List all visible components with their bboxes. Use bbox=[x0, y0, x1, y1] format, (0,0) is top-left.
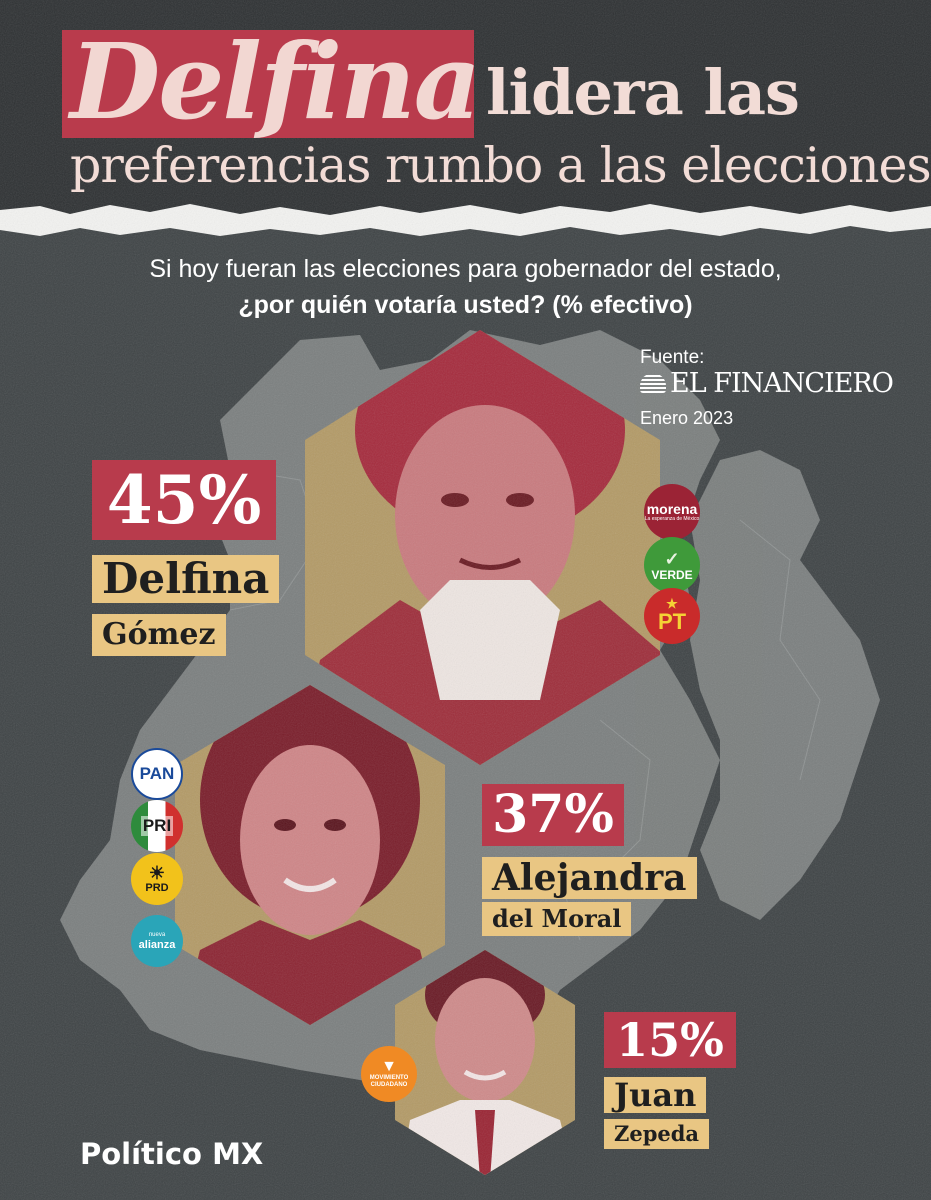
prd-logo: ☀ PRD bbox=[131, 853, 183, 905]
toucan-icon: ✓ bbox=[664, 548, 680, 569]
star-icon: ★ bbox=[666, 596, 678, 611]
movimiento-ciudadano-logo: ▼ MOVIMIENTO CIUDADANO bbox=[361, 1046, 417, 1102]
candidate-3-last-name: Zepeda bbox=[604, 1119, 710, 1149]
morena-logo-text: morena bbox=[646, 501, 698, 517]
globe-icon bbox=[640, 373, 666, 393]
candidate-1-last-name: Gómez bbox=[92, 614, 226, 656]
pan-logo: PAN bbox=[131, 748, 183, 800]
candidate-2-first-name: Alejandra bbox=[482, 857, 697, 899]
pan-logo-text: PAN bbox=[139, 764, 175, 783]
source-name-text: EL FINANCIERO bbox=[670, 368, 894, 399]
source-name: EL FINANCIERO bbox=[640, 368, 894, 399]
candidate-2-percent: 37% bbox=[482, 784, 624, 846]
footer-brand: Político MX bbox=[80, 1137, 264, 1171]
title-highlight: Delfina bbox=[70, 20, 481, 143]
eagle-icon: ▼ bbox=[381, 1058, 397, 1075]
pri-logo-text: PRI bbox=[140, 816, 174, 836]
nueva-alianza-top: nueva bbox=[148, 932, 166, 938]
nueva-alianza-text: alianza bbox=[138, 939, 176, 951]
morena-logo-sub: La esperanza de México bbox=[644, 516, 700, 522]
verde-logo-text: VERDE bbox=[651, 567, 693, 582]
source-date: Enero 2023 bbox=[640, 408, 734, 428]
title-line2: preferencias rumbo a las elecciones bbox=[70, 137, 931, 194]
title-highlight-box: Delfina bbox=[62, 20, 481, 143]
candidate-1-percent: 45% bbox=[92, 460, 276, 540]
candidate-1-first-name: Delfina bbox=[92, 555, 280, 603]
title-rest: lidera las bbox=[486, 56, 800, 129]
candidate-3-first-name: Juan bbox=[604, 1077, 707, 1113]
question-line1: Si hoy fueran las elecciones para gobern… bbox=[149, 255, 782, 283]
pri-logo: PRI bbox=[131, 800, 183, 852]
prd-logo-text: PRD bbox=[145, 882, 169, 894]
morena-logo: morena La esperanza de México bbox=[644, 484, 700, 540]
question-line2: ¿por quién votaría usted? (% efectivo) bbox=[238, 291, 693, 319]
nueva-alianza-logo: nueva alianza bbox=[131, 915, 183, 967]
sun-icon: ☀ bbox=[148, 863, 166, 883]
movimiento-ciudadano-text: MOVIMIENTO CIUDADANO bbox=[369, 1075, 409, 1088]
pt-logo-text: PT bbox=[657, 609, 687, 634]
source-label: Fuente: bbox=[640, 347, 705, 368]
candidate-3-percent: 15% bbox=[604, 1012, 736, 1068]
pt-logo: ★ PT bbox=[644, 588, 700, 644]
candidate-2-last-name: del Moral bbox=[482, 902, 632, 936]
verde-logo: ✓ VERDE bbox=[644, 537, 700, 593]
